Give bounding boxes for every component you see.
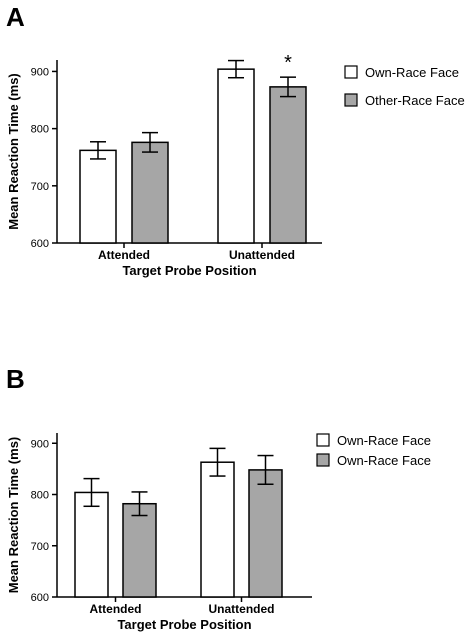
bar — [217, 68, 255, 244]
legend-swatch — [316, 433, 330, 447]
bar — [74, 491, 109, 598]
legend-label: Own-Race Face — [365, 65, 459, 80]
legend-label: Other-Race Face — [365, 93, 465, 108]
y-axis-title: Mean Reaction Time (ms) — [6, 73, 21, 230]
legend-swatch — [344, 65, 358, 79]
x-axis-title: Target Probe Position — [117, 617, 251, 632]
x-tick-label: Unattended — [229, 248, 295, 262]
legend-label: Own-Race Face — [337, 453, 431, 468]
bar — [200, 461, 235, 598]
x-tick-label: Unattended — [209, 602, 275, 616]
bar — [269, 86, 307, 244]
x-axis-title: Target Probe Position — [122, 263, 256, 278]
y-tick-label: 800 — [31, 490, 49, 502]
y-tick-label: 900 — [31, 438, 49, 450]
panel-letter: A — [6, 2, 25, 32]
y-tick-label: 600 — [31, 238, 49, 250]
significance-marker: * — [284, 52, 292, 74]
y-tick-label: 900 — [31, 66, 49, 78]
legend-swatch — [316, 453, 330, 467]
x-tick-label: Attended — [90, 602, 142, 616]
y-axis-title: Mean Reaction Time (ms) — [6, 437, 21, 594]
y-tick-label: 700 — [31, 541, 49, 553]
legend-label: Own-Race Face — [337, 433, 431, 448]
bar — [79, 149, 117, 244]
bar — [122, 502, 157, 598]
x-tick-label: Attended — [98, 248, 150, 262]
bar — [131, 141, 169, 244]
panel-letter: B — [6, 364, 25, 394]
legend-swatch — [344, 93, 358, 107]
y-tick-label: 800 — [31, 124, 49, 136]
bar — [248, 469, 283, 598]
y-tick-label: 600 — [31, 592, 49, 604]
y-tick-label: 700 — [31, 181, 49, 193]
